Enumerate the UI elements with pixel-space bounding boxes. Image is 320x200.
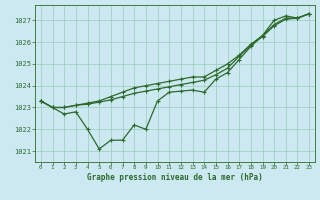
X-axis label: Graphe pression niveau de la mer (hPa): Graphe pression niveau de la mer (hPa): [87, 173, 263, 182]
